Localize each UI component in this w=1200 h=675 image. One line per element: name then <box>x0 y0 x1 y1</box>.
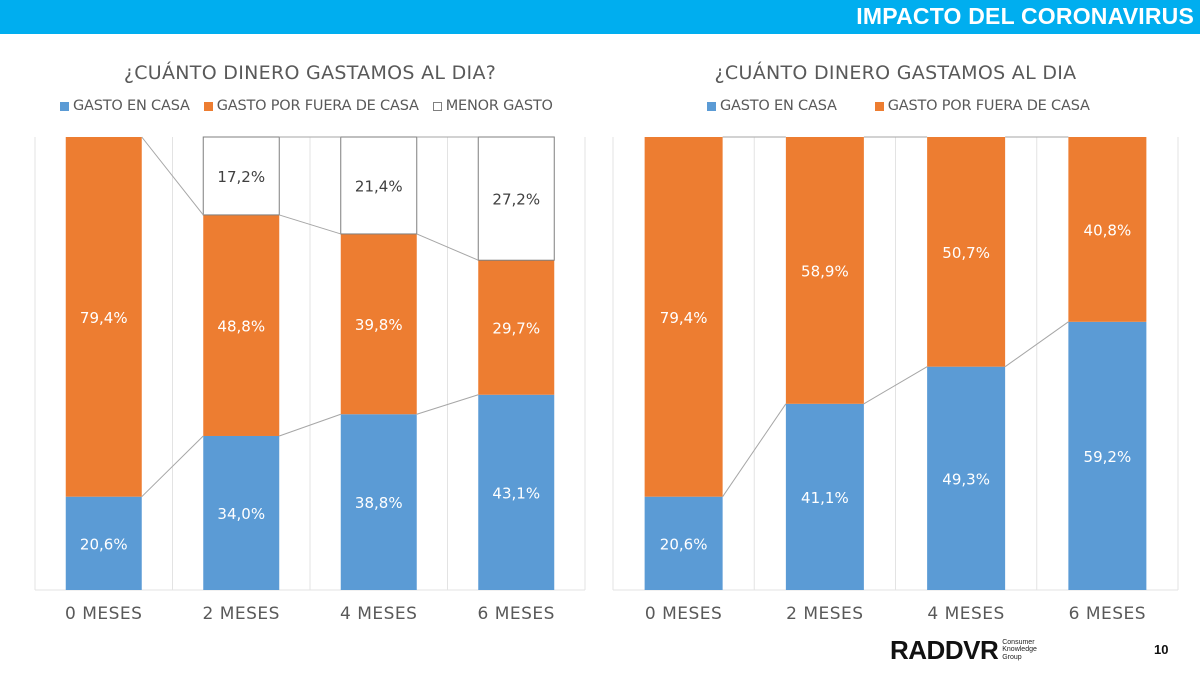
data-label: 20,6% <box>660 535 708 553</box>
x-tick-label: 0 MESES <box>645 604 722 624</box>
data-label: 48,8% <box>217 317 265 335</box>
legend-swatch-orange <box>874 101 884 111</box>
data-label: 40,8% <box>1084 221 1132 239</box>
data-label: 79,4% <box>80 309 128 327</box>
header-bar: IMPACTO DEL CORONAVIRUS <box>0 0 1200 34</box>
bar-segment-gasto-por-fuera-de-casa <box>478 260 555 395</box>
bar-segment-gasto-en-casa <box>65 496 142 590</box>
data-label: 41,1% <box>801 489 849 507</box>
x-tick-label: 6 MESES <box>478 604 555 624</box>
data-label: 21,4% <box>355 177 403 195</box>
bar-segment-gasto-en-casa <box>1068 321 1147 590</box>
data-label: 38,8% <box>355 494 403 512</box>
x-tick-label: 2 MESES <box>203 604 280 624</box>
data-label: 58,9% <box>801 262 849 280</box>
bar-segment-gasto-en-casa <box>785 403 864 590</box>
legend-item-gasto-en-casa: GASTO EN CASA <box>707 98 837 114</box>
logo-sub-line: Knowledge <box>1002 646 1037 654</box>
x-tick-label: 2 MESES <box>786 604 863 624</box>
legend-label: GASTO EN CASA <box>73 98 190 114</box>
legend-swatch-orange <box>203 101 213 111</box>
chart-2-legend: GASTO EN CASA GASTO POR FUERA DE CASA <box>707 98 1090 114</box>
series-line <box>141 435 204 498</box>
chart-1-title: ¿CUÁNTO DINERO GASTAMOS AL DIA? <box>123 62 497 84</box>
x-tick-label: 4 MESES <box>927 604 1004 624</box>
chart-1-legend: GASTO EN CASA GASTO POR FUERA DE CASA ME… <box>60 98 553 114</box>
logo-sub-line: Group <box>1002 653 1022 661</box>
bar-segment-menor-gasto <box>340 136 418 235</box>
series-line <box>1004 321 1069 368</box>
data-label: 50,7% <box>942 244 990 262</box>
legend-label: GASTO POR FUERA DE CASA <box>887 98 1090 114</box>
bar-segment-menor-gasto <box>202 136 280 216</box>
bar-segment-gasto-en-casa <box>644 496 723 590</box>
company-logo: RADDVR Consumer Knowledge Group <box>890 637 1037 663</box>
legend-item-menor-gasto: MENOR GASTO <box>432 98 553 114</box>
legend-label: GASTO POR FUERA DE CASA <box>216 98 419 114</box>
data-label: 17,2% <box>217 168 265 186</box>
series-line <box>141 136 204 216</box>
data-label: 27,2% <box>492 191 540 209</box>
data-label: 39,8% <box>355 316 403 334</box>
data-label: 49,3% <box>942 470 990 488</box>
logo-sub-line: Consumer <box>1002 638 1035 646</box>
legend-swatch-white <box>432 101 442 111</box>
data-label: 79,4% <box>660 309 708 327</box>
bar-segment-gasto-por-fuera-de-casa <box>340 233 417 415</box>
bar-segment-gasto-en-casa <box>340 414 417 590</box>
series-line <box>863 366 928 405</box>
series-line <box>279 214 341 235</box>
bar-segment-gasto-en-casa <box>927 366 1006 590</box>
series-line <box>722 403 787 497</box>
bar-segment-gasto-por-fuera-de-casa <box>644 137 723 497</box>
legend-swatch-blue <box>60 101 69 111</box>
legend-label: MENOR GASTO <box>445 98 553 114</box>
header-title: IMPACTO DEL CORONAVIRUS <box>856 3 1194 29</box>
logo-subtitle: Consumer Knowledge Group <box>1002 639 1037 662</box>
data-label: 20,6% <box>80 535 128 553</box>
bar-segment-gasto-por-fuera-de-casa <box>65 137 142 497</box>
legend-swatch-blue <box>707 101 716 111</box>
series-line <box>416 394 479 415</box>
legend-item-gasto-fuera: GASTO POR FUERA DE CASA <box>203 98 419 114</box>
x-tick-label: 6 MESES <box>1069 604 1146 624</box>
x-tick-label: 4 MESES <box>340 604 417 624</box>
data-label: 59,2% <box>1084 448 1132 466</box>
page-number: 10 <box>1154 642 1169 657</box>
bar-segment-gasto-en-casa <box>203 435 280 590</box>
bar-segment-gasto-por-fuera-de-casa <box>785 137 864 404</box>
x-tick-label: 0 MESES <box>65 604 142 624</box>
bar-segment-menor-gasto <box>477 136 555 261</box>
logo-wordmark: RADDVR <box>890 635 999 665</box>
series-line <box>279 413 341 437</box>
bar-segment-gasto-por-fuera-de-casa <box>1068 137 1147 322</box>
bar-segment-gasto-por-fuera-de-casa <box>203 214 280 436</box>
legend-item-gasto-en-casa: GASTO EN CASA <box>60 98 190 114</box>
data-label: 34,0% <box>217 505 265 523</box>
bar-segment-gasto-por-fuera-de-casa <box>927 137 1006 367</box>
data-label: 43,1% <box>492 484 540 502</box>
bar-segment-gasto-en-casa <box>478 394 555 590</box>
series-line <box>416 233 479 261</box>
data-label: 29,7% <box>492 319 540 337</box>
legend-label: GASTO EN CASA <box>720 98 837 114</box>
legend-item-gasto-fuera: GASTO POR FUERA DE CASA <box>874 98 1090 114</box>
chart-2-title: ¿CUÁNTO DINERO GASTAMOS AL DIA <box>714 62 1077 84</box>
